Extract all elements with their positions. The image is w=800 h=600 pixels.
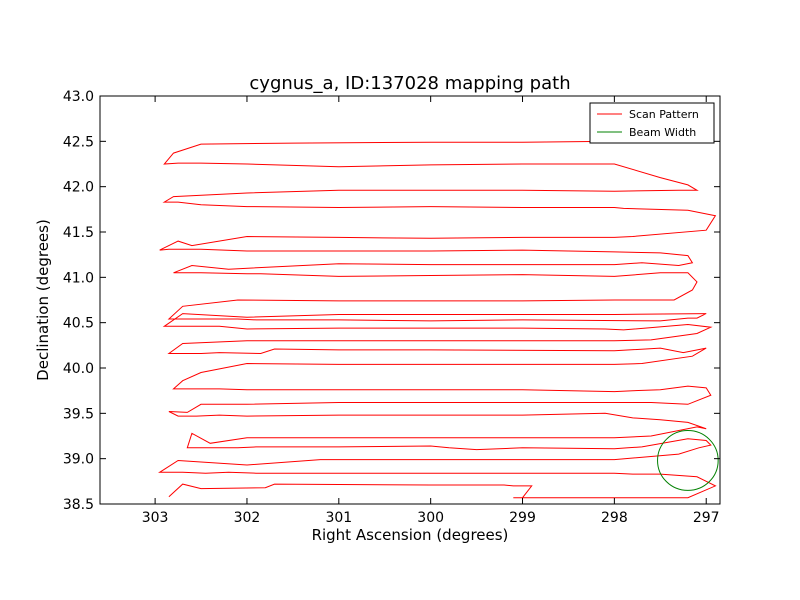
y-tick-label: 39.5: [63, 406, 94, 422]
plot-area: [157, 140, 719, 499]
x-tick-label: 297: [693, 510, 720, 526]
x-tick-label: 301: [325, 510, 352, 526]
legend-scan-label: Scan Pattern: [629, 108, 699, 121]
x-axis: 303 302 301 300 299 298 297: [142, 96, 720, 526]
y-tick-label: 42.0: [63, 180, 94, 196]
x-tick-label: 303: [142, 510, 169, 526]
x-tick-label: 300: [417, 510, 444, 526]
y-axis: 38.5 39.0 39.5 40.0 40.5 41.0 41.5 42.0 42.5 43.0: [63, 89, 720, 513]
legend: Scan Pattern Beam Width: [589, 102, 715, 144]
beam-width-circle: [657, 430, 719, 491]
y-tick-label: 39.0: [63, 452, 94, 468]
x-axis-label: Right Ascension (degrees): [312, 526, 509, 544]
chart-title: cygnus_a, ID:137028 mapping path: [249, 73, 570, 94]
x-tick-label: 302: [234, 510, 261, 526]
legend-beam-label: Beam Width: [629, 126, 696, 139]
y-tick-label: 40.5: [63, 316, 94, 332]
y-tick-label: 41.5: [63, 225, 94, 241]
x-tick-label: 299: [509, 510, 536, 526]
y-tick-label: 40.0: [63, 361, 94, 377]
y-tick-label: 41.0: [63, 270, 94, 286]
y-axis-label: Declination (degrees): [34, 219, 52, 381]
legend-box: [589, 102, 715, 144]
y-tick-label: 43.0: [63, 89, 94, 105]
x-tick-label: 298: [601, 510, 628, 526]
axes-frame: [99, 95, 721, 505]
scan-pattern-line: [157, 140, 717, 499]
y-tick-label: 42.5: [63, 134, 94, 150]
y-tick-label: 38.5: [63, 497, 94, 513]
